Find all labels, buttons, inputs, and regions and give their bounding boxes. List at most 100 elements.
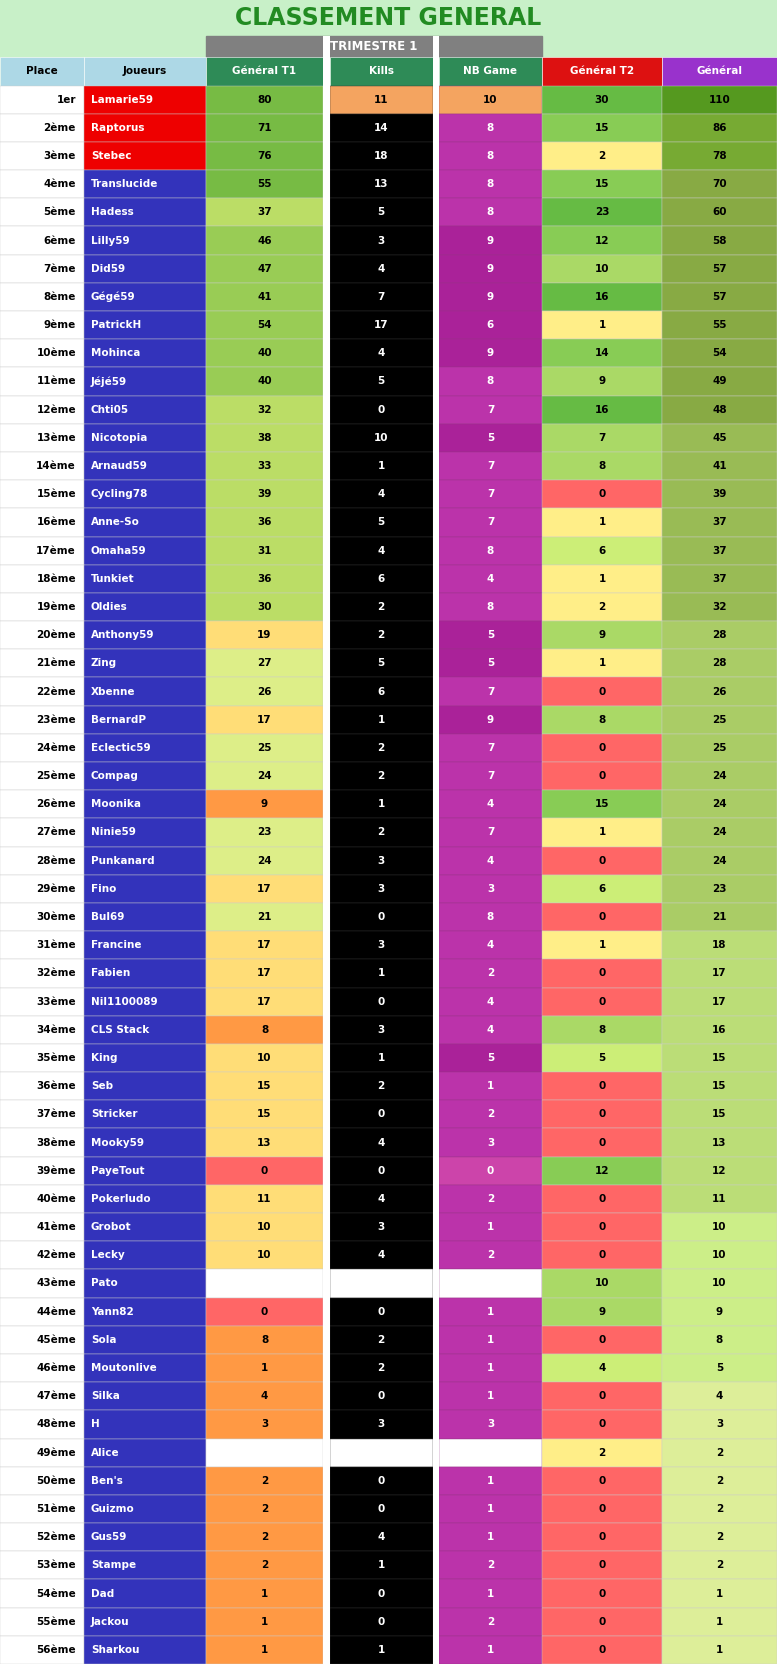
Text: 13ème: 13ème <box>37 433 76 443</box>
Text: 1: 1 <box>716 1646 723 1656</box>
Bar <box>433 311 439 339</box>
Bar <box>323 453 329 481</box>
Bar <box>206 1213 323 1241</box>
Bar <box>84 762 206 790</box>
Text: 0: 0 <box>598 1082 605 1092</box>
Bar <box>662 1072 777 1100</box>
Bar <box>84 85 206 113</box>
Text: Compag: Compag <box>91 770 139 780</box>
Bar <box>323 424 329 453</box>
Text: 2ème: 2ème <box>44 123 76 133</box>
Text: 80: 80 <box>257 95 272 105</box>
Bar <box>439 1354 542 1383</box>
Bar <box>329 1494 433 1523</box>
Text: 41: 41 <box>713 461 726 471</box>
Bar <box>662 932 777 960</box>
Text: 8: 8 <box>487 151 494 161</box>
Bar <box>0 368 84 396</box>
Text: 17: 17 <box>713 968 726 978</box>
Bar <box>323 1383 329 1411</box>
Bar <box>206 113 323 141</box>
Bar <box>206 368 323 396</box>
Bar <box>84 1383 206 1411</box>
Bar <box>0 1241 84 1270</box>
Text: 27: 27 <box>257 659 272 669</box>
Text: 3: 3 <box>378 940 385 950</box>
Text: 21: 21 <box>713 912 726 922</box>
Bar <box>84 1128 206 1156</box>
Bar <box>542 113 662 141</box>
Bar <box>323 649 329 677</box>
Text: 54: 54 <box>257 319 272 329</box>
Bar <box>433 85 439 113</box>
Text: 23ème: 23ème <box>37 716 76 726</box>
Bar <box>84 170 206 198</box>
Bar <box>323 1466 329 1494</box>
Text: 2: 2 <box>261 1561 268 1571</box>
Bar <box>84 113 206 141</box>
Bar <box>0 1551 84 1579</box>
Bar <box>433 1128 439 1156</box>
Text: 14: 14 <box>374 123 388 133</box>
Text: 0: 0 <box>598 1110 605 1120</box>
Text: 1: 1 <box>378 799 385 809</box>
Bar <box>433 706 439 734</box>
Text: Eclectic59: Eclectic59 <box>91 742 151 752</box>
Text: Lamarie59: Lamarie59 <box>91 95 153 105</box>
Text: 0: 0 <box>598 1533 605 1543</box>
Bar <box>433 847 439 875</box>
Bar <box>439 1438 542 1466</box>
Bar <box>433 226 439 255</box>
Text: Général: Général <box>696 67 743 77</box>
Text: 0: 0 <box>378 1476 385 1486</box>
Text: 6ème: 6ème <box>44 236 76 246</box>
Bar <box>662 1579 777 1607</box>
Bar <box>433 1072 439 1100</box>
Bar <box>323 311 329 339</box>
Bar <box>662 1383 777 1411</box>
Bar <box>206 847 323 875</box>
Text: 4: 4 <box>261 1391 268 1401</box>
Bar <box>323 677 329 706</box>
Bar <box>439 481 542 508</box>
Bar <box>439 1636 542 1664</box>
Bar <box>433 141 439 170</box>
Text: 10: 10 <box>374 433 388 443</box>
Bar <box>323 1072 329 1100</box>
Bar <box>84 1494 206 1523</box>
Bar <box>0 1383 84 1411</box>
Text: Francine: Francine <box>91 940 141 950</box>
Bar <box>662 592 777 621</box>
Bar <box>84 255 206 283</box>
Bar <box>433 339 439 368</box>
Text: 45ème: 45ème <box>37 1335 76 1345</box>
Text: 8: 8 <box>487 912 494 922</box>
Bar <box>323 481 329 508</box>
Bar <box>84 1466 206 1494</box>
Bar <box>439 819 542 847</box>
Text: 25: 25 <box>713 716 726 726</box>
Bar <box>433 790 439 819</box>
Bar <box>439 677 542 706</box>
Bar <box>433 1354 439 1383</box>
Bar <box>433 1298 439 1326</box>
Text: 1: 1 <box>487 1476 494 1486</box>
Bar <box>84 481 206 508</box>
Bar <box>323 847 329 875</box>
Bar <box>329 339 433 368</box>
Text: 1: 1 <box>598 518 605 527</box>
Bar <box>206 141 323 170</box>
Text: 2: 2 <box>378 1335 385 1345</box>
Bar <box>206 508 323 536</box>
Text: 1: 1 <box>378 716 385 726</box>
Bar <box>329 1579 433 1607</box>
Bar <box>439 536 542 564</box>
Bar <box>439 1072 542 1100</box>
Bar <box>662 339 777 368</box>
Text: 9: 9 <box>598 631 605 641</box>
Bar <box>329 1607 433 1636</box>
Bar <box>0 1579 84 1607</box>
Bar <box>0 1185 84 1213</box>
Text: 2: 2 <box>378 742 385 752</box>
Text: 6: 6 <box>598 884 605 894</box>
